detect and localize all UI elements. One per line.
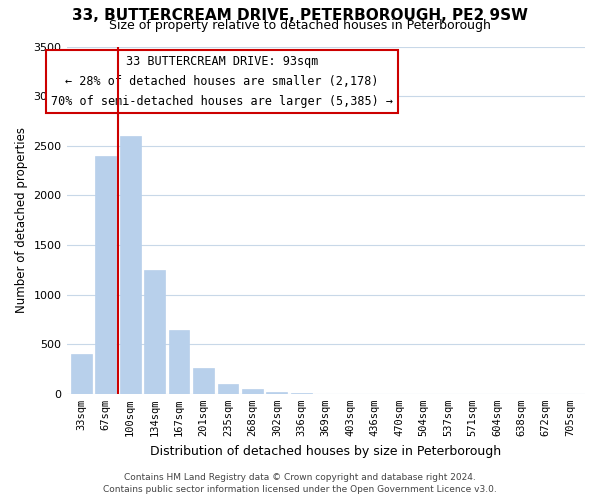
Bar [71,354,92,394]
Text: 33 BUTTERCREAM DRIVE: 93sqm
← 28% of detached houses are smaller (2,178)
70% of : 33 BUTTERCREAM DRIVE: 93sqm ← 28% of det… [51,55,393,108]
Bar [144,270,165,394]
Y-axis label: Number of detached properties: Number of detached properties [15,127,28,313]
Text: Size of property relative to detached houses in Peterborough: Size of property relative to detached ho… [109,19,491,32]
Text: 33, BUTTERCREAM DRIVE, PETERBOROUGH, PE2 9SW: 33, BUTTERCREAM DRIVE, PETERBOROUGH, PE2… [72,8,528,22]
Bar [193,368,214,394]
Text: Contains HM Land Registry data © Crown copyright and database right 2024.
Contai: Contains HM Land Registry data © Crown c… [103,472,497,494]
Bar [242,389,263,394]
X-axis label: Distribution of detached houses by size in Peterborough: Distribution of detached houses by size … [150,444,502,458]
Bar [169,330,190,394]
Bar [266,392,287,394]
Bar [218,384,238,394]
Bar [120,136,140,394]
Bar [95,156,116,394]
